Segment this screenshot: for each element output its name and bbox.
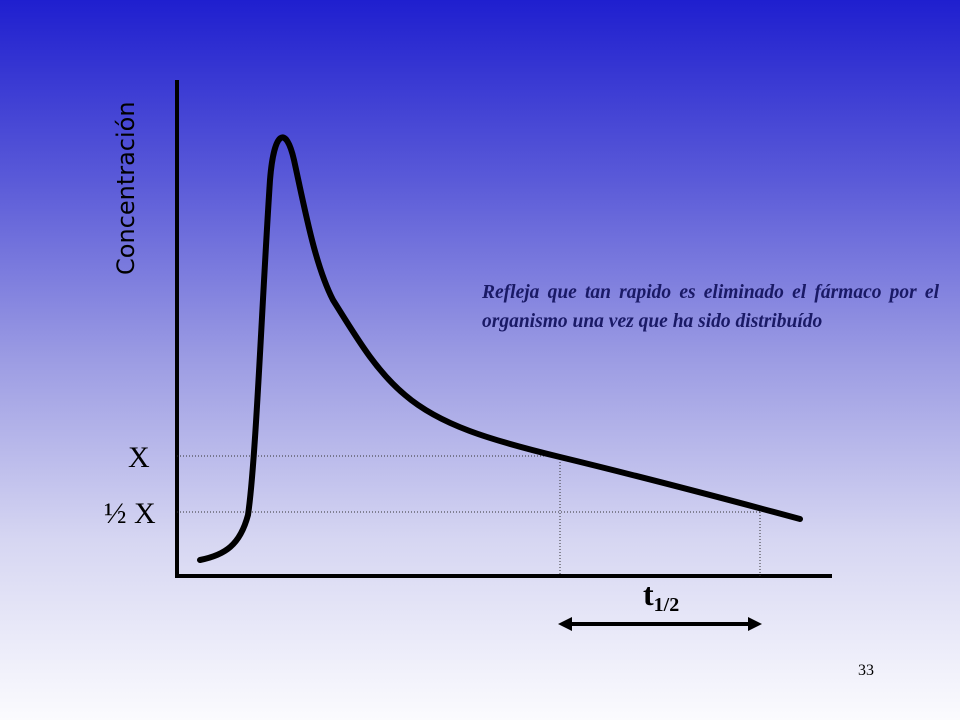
half-life-arrow [558, 617, 762, 631]
annotation-text: Refleja que tan rapido es eliminado el f… [482, 282, 939, 332]
page-number: 33 [858, 662, 874, 679]
half-life-subscript: 1/2 [653, 594, 680, 616]
half-life-label: t1/2 [643, 576, 679, 617]
half-life-symbol: t [643, 576, 654, 612]
level-x-label: X [128, 441, 150, 474]
concentration-curve [197, 134, 803, 563]
y-axis-label: Concentración [112, 101, 140, 275]
level-half-x-label: ½ X [104, 497, 156, 530]
